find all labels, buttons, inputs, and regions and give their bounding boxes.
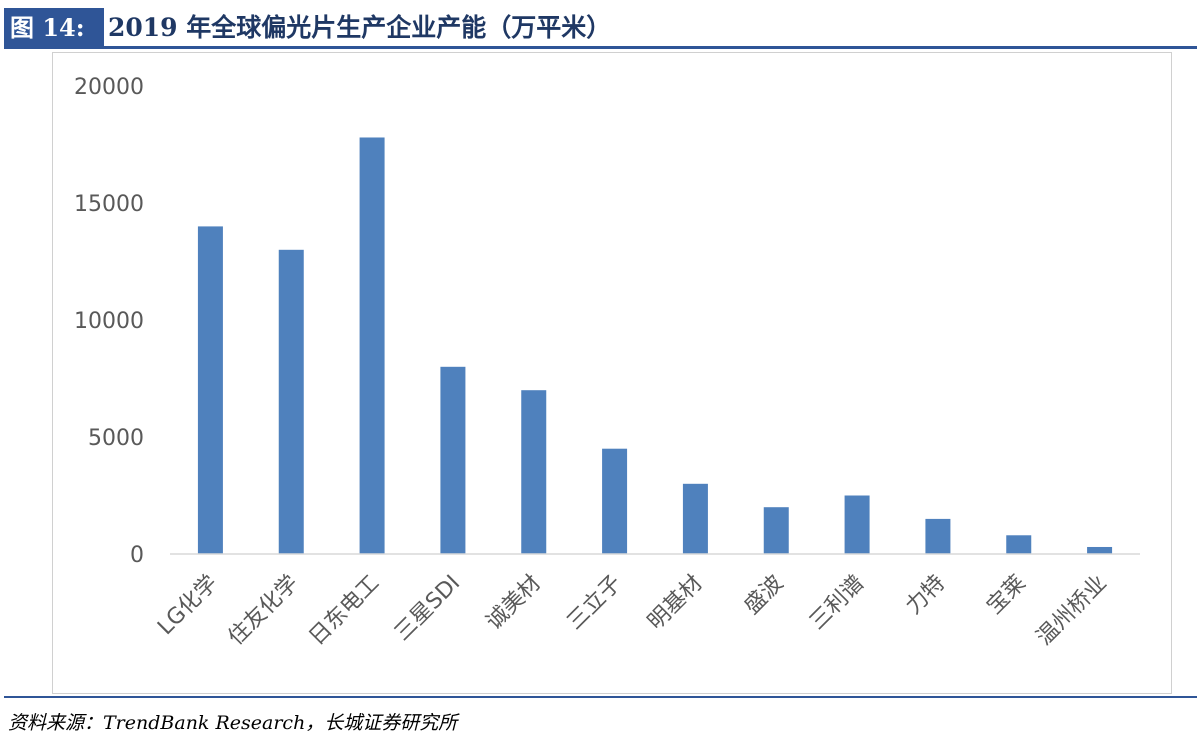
y-tick-label: 0 [130,543,144,568]
bar [521,390,547,554]
y-tick-label: 15000 [74,192,144,217]
chart-title: 2019 年全球偏光片生产企业产能（万平米） [108,13,612,42]
figure-header: 图 14: 2019 年全球偏光片生产企业产能（万平米） [0,0,1197,49]
bar [197,226,223,554]
bar [763,507,789,554]
bar [1006,535,1032,554]
x-axis-labels: LG化学 住友化学 日东电工 三星SDI 诚美材 三立子 明基材 盛波 三利谱 力特 宝莱 温州桥业 [153,571,1112,651]
bar [602,448,628,554]
y-tick-label: 5000 [88,426,144,451]
bars [197,137,1113,555]
x-tick-label: 宝莱 [982,571,1031,620]
x-tick-label: 诚美材 [482,571,546,635]
x-tick-label: 力特 [901,571,950,620]
source-note: 资料来源：TrendBank Research，长城证券研究所 [8,712,458,734]
header-rule [4,46,1197,49]
bar [682,483,708,554]
y-tick-label: 10000 [74,309,144,334]
x-tick-label: 三利谱 [805,571,869,635]
x-tick-label: 日东电工 [304,571,384,651]
bar [359,137,385,555]
x-tick-label: 盛波 [740,571,789,620]
x-tick-label: 明基材 [643,571,707,635]
chart-frame [52,52,1172,694]
bar [278,249,304,555]
bar [844,495,870,554]
bar [440,366,466,554]
bar [1087,546,1113,554]
x-tick-label: 温州桥业 [1032,571,1112,651]
footer-rule [4,696,1197,698]
x-tick-label: 住友化学 [224,571,304,651]
figure-label: 图 14: [4,8,104,48]
x-tick-label: 三星SDI [390,571,465,646]
x-tick-label: LG化学 [153,571,223,641]
y-tick-label: 20000 [74,75,144,100]
y-axis-ticks: 0 5000 10000 15000 20000 [74,75,144,568]
x-tick-label: 三立子 [562,571,626,635]
bar [925,518,951,554]
